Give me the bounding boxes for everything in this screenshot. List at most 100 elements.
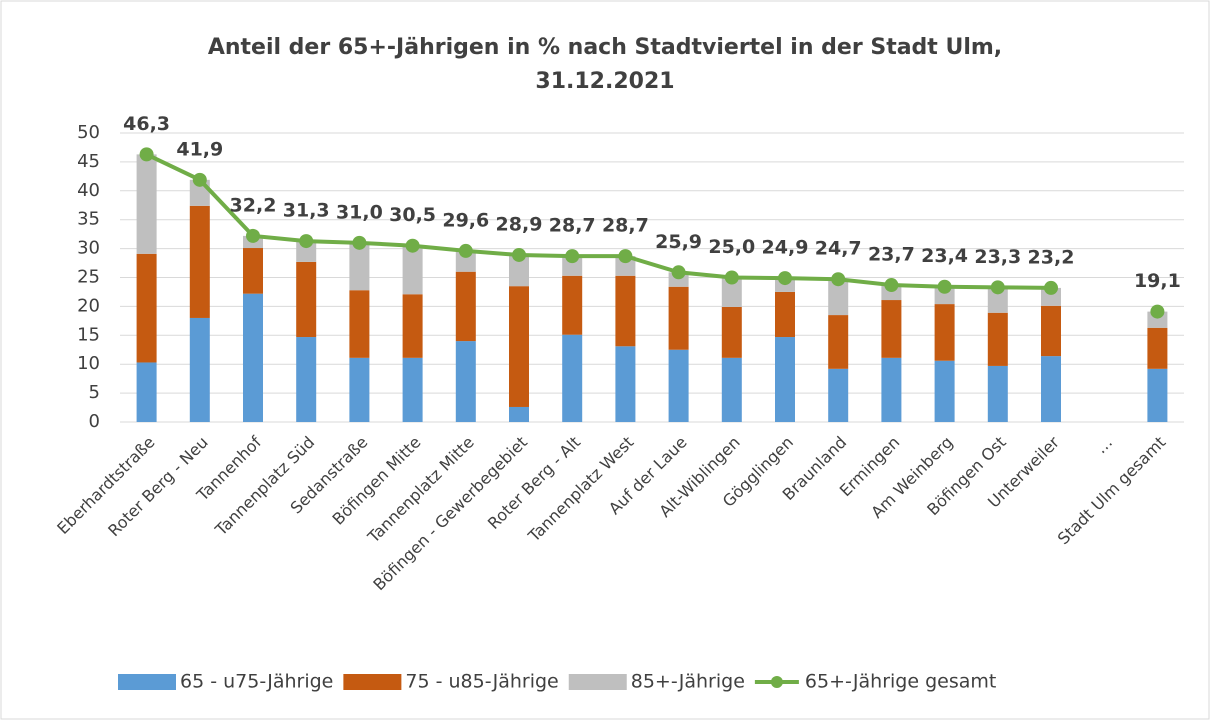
data-label: 19,1 [1134, 270, 1181, 292]
bar-segment [934, 304, 955, 361]
line-point [458, 243, 473, 258]
line-point [139, 147, 154, 162]
bar-segment [509, 254, 529, 287]
bar-segment [668, 349, 689, 422]
data-label: 31,0 [336, 201, 383, 223]
line-point [405, 238, 420, 253]
y-tick-label: 40 [77, 180, 100, 201]
data-label: 41,9 [176, 138, 223, 160]
y-tick-label: 5 [89, 382, 100, 403]
bar-segment [296, 241, 317, 262]
bar-segment [1147, 368, 1168, 422]
data-label: 28,7 [602, 215, 649, 237]
bar-segment [934, 360, 955, 422]
line-point [724, 270, 739, 285]
data-label: 29,6 [442, 209, 489, 231]
legend-label: 85+-Jährige [631, 671, 745, 693]
bar-segment [881, 357, 902, 422]
bar-segment [402, 294, 423, 358]
legend-label: 75 - u85-Jährige [405, 671, 558, 693]
bar-segment [562, 334, 583, 422]
chart-title: Anteil der 65+-Jährigen in % nach Stadtv… [208, 35, 1002, 60]
bar-segment [509, 406, 529, 422]
line-point [831, 272, 846, 287]
data-label: 28,7 [549, 215, 596, 237]
bar-segment [775, 291, 795, 338]
bar-segment [509, 286, 529, 407]
y-tick-label: 45 [77, 151, 100, 172]
bar-segment [243, 293, 263, 422]
bar-segment [349, 242, 370, 291]
line-point [352, 235, 367, 250]
legend-item: 65 - u75-Jährige [118, 671, 333, 693]
data-label: 23,2 [1028, 246, 1075, 268]
line-point [990, 280, 1005, 295]
bar-segment [136, 154, 157, 254]
bar-segment [721, 357, 742, 422]
bar-segment [615, 346, 636, 422]
bar-segment [987, 365, 1008, 422]
legend-swatch [118, 674, 176, 690]
line-point [778, 271, 792, 286]
bar-segment [296, 337, 317, 422]
y-tick-label: 35 [77, 209, 100, 230]
bar-segment [987, 312, 1008, 366]
data-label: 30,5 [389, 204, 436, 226]
bar-segment [189, 205, 210, 318]
bar-segment [775, 337, 795, 422]
data-label: 32,2 [230, 194, 277, 216]
data-label: 46,3 [123, 113, 170, 135]
line-point [1044, 280, 1058, 295]
bar-segment [455, 341, 476, 422]
y-tick-label: 0 [89, 411, 100, 432]
legend-swatch [343, 674, 402, 690]
legend-label: 65 - u75-Jährige [180, 671, 333, 693]
bar-segment [349, 290, 370, 358]
bar-segment [402, 357, 423, 422]
y-tick-label: 15 [77, 324, 100, 345]
bar-segment [615, 256, 636, 276]
line-point [246, 228, 260, 243]
data-label: 25,0 [708, 236, 755, 258]
legend-item: 65+-Jährige gesamt [754, 671, 996, 693]
bar-segment [721, 277, 742, 307]
bar-segment [721, 306, 742, 358]
bar-segment [1147, 327, 1168, 369]
line-point [192, 172, 207, 187]
bar-segment [189, 317, 210, 422]
bar-segment [828, 279, 849, 316]
bar-segment [562, 275, 583, 335]
legend-label: 65+-Jährige gesamt [805, 671, 996, 693]
y-tick-label: 50 [77, 122, 100, 143]
bar-segment [402, 245, 423, 295]
data-label: 24,7 [815, 238, 862, 260]
line-point [884, 278, 899, 293]
line-point [1150, 304, 1165, 319]
bar-segment [455, 271, 476, 342]
bar-segment [136, 253, 157, 363]
line-point [299, 234, 314, 249]
data-label: 23,7 [868, 244, 915, 266]
legend-marker [770, 676, 783, 688]
bar-segment [615, 275, 636, 347]
bar-segment [828, 368, 849, 422]
bar-segment [828, 315, 849, 369]
line-point [937, 279, 952, 294]
bar-segment [136, 362, 157, 422]
bar-segment [881, 300, 902, 358]
bar-segment [668, 286, 689, 350]
y-tick-label: 25 [77, 267, 100, 288]
y-tick-label: 20 [77, 295, 100, 316]
bar-segment [349, 357, 370, 422]
legend-item: 85+-Jährige [568, 671, 745, 693]
data-label: 24,9 [762, 237, 809, 259]
y-tick-label: 30 [77, 238, 100, 259]
bar-segment [455, 250, 476, 272]
legend-swatch [568, 674, 627, 690]
data-label: 31,3 [283, 200, 330, 222]
line-point [618, 249, 633, 264]
bar-segment [243, 248, 263, 294]
data-label: 23,4 [921, 245, 968, 267]
y-tick-label: 10 [77, 353, 100, 374]
